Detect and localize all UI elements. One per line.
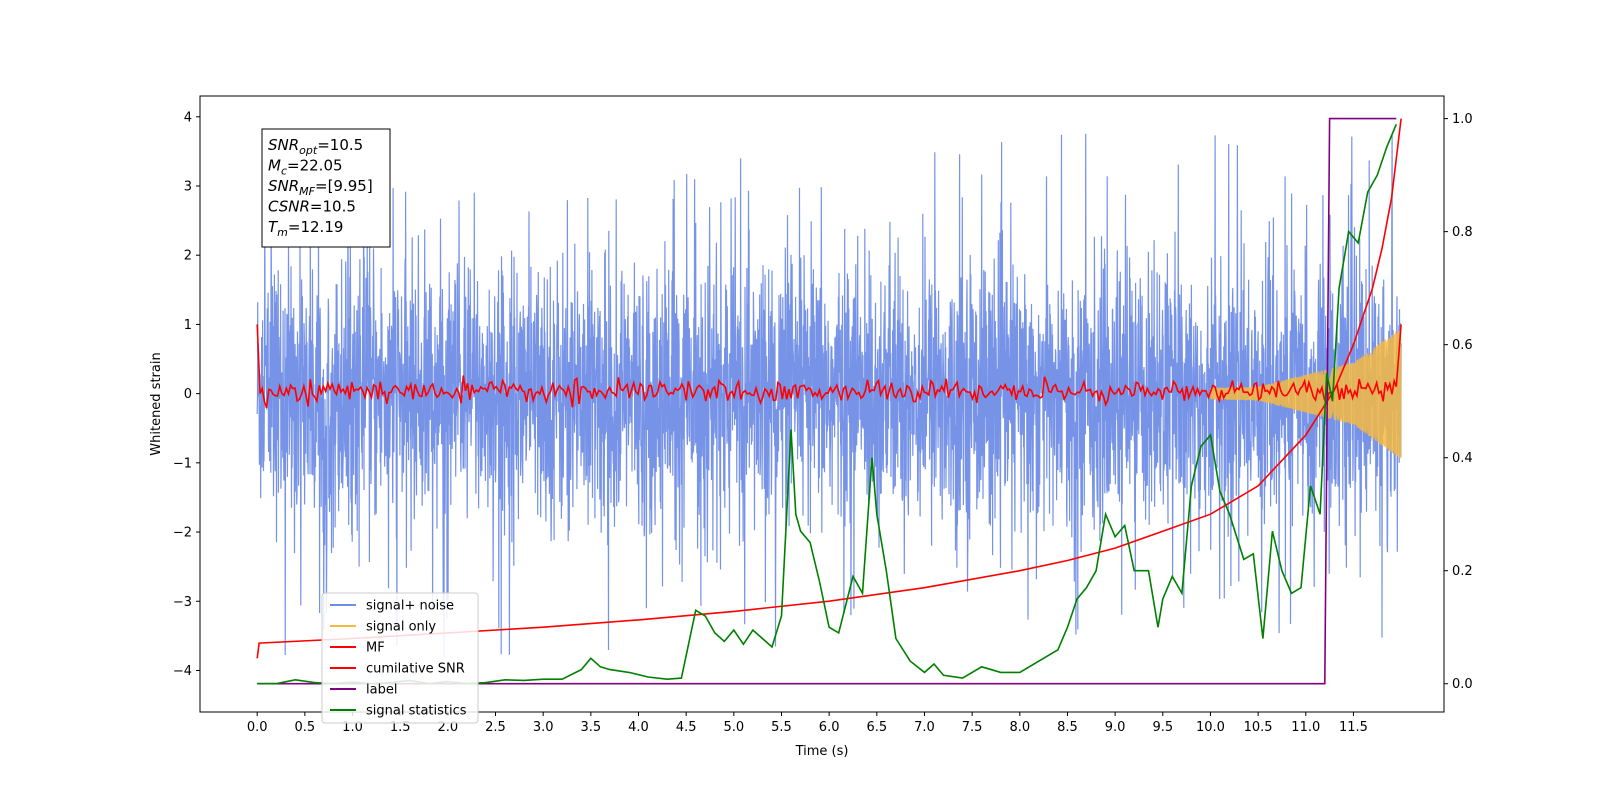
annotation-line: SNRopt=10.5: [268, 136, 363, 157]
y-axis-label: Whitened strain: [149, 352, 164, 455]
legend-frame: [321, 592, 479, 724]
y2-tick-label: 1.0: [1452, 112, 1473, 127]
y2-tick-label: 0.0: [1452, 677, 1473, 692]
y2-tick-label: 0.4: [1452, 451, 1473, 466]
series-mf-line: [256, 324, 1402, 409]
y2-tick-label: 0.2: [1452, 564, 1473, 579]
series-signal-only-line: [1210, 328, 1402, 459]
x-tick-label: 1.0: [342, 720, 363, 735]
x-tick-label: 10.5: [1244, 720, 1273, 735]
series-signal-statistics-line: [257, 123, 1398, 685]
annotation-frame: [261, 128, 391, 248]
y-tick-label: −3: [173, 595, 192, 610]
series-layer: [256, 117, 1402, 685]
annotation-line: CSNR=10.5: [268, 198, 356, 216]
x-tick-label: 5.0: [723, 720, 744, 735]
annotation-box: SNRopt=10.5Mc=22.05SNRMF=[9.95]CSNR=10.5…: [261, 128, 391, 248]
axes-layer: 0.0 0.5 1.0 1.5 2.0 2.5 3.0 3.5 4.0 4.5 5.0 5.5 6.0 6…: [173, 110, 1473, 735]
x-tick-label: 9.5: [1152, 720, 1173, 735]
x-tick-label: 6.0: [819, 720, 840, 735]
y-tick-label: 4: [184, 110, 192, 125]
x-tick-label: 5.5: [771, 720, 792, 735]
x-tick-label: 11.0: [1291, 720, 1320, 735]
legend-item-label: signal+ noise: [366, 599, 454, 614]
y-tick-label: −1: [173, 456, 192, 471]
series-cumilative-snr-line: [256, 118, 1402, 659]
x-tick-label: 2.5: [485, 720, 506, 735]
x-tick-label: 8.5: [1057, 720, 1078, 735]
x-axis-label: Time (s): [795, 744, 849, 759]
y2-tick-label: 0.8: [1452, 225, 1473, 240]
x-tick-label: 9.0: [1105, 720, 1126, 735]
series-label-line: [257, 117, 1397, 685]
legend-item-label: cumilative SNR: [366, 662, 465, 677]
x-tick-label: 4.5: [676, 720, 697, 735]
y2-tick-label: 0.6: [1452, 338, 1473, 353]
legend-item-label: signal only: [366, 620, 436, 635]
y-tick-label: −2: [173, 526, 192, 541]
x-tick-label: 8.0: [1009, 720, 1030, 735]
annotation-line: Mc=22.05: [268, 157, 343, 178]
x-tick-label: 1.5: [390, 720, 411, 735]
x-tick-label: 11.5: [1339, 720, 1368, 735]
y-tick-label: −4: [173, 664, 192, 679]
x-tick-label: 4.0: [628, 720, 649, 735]
x-tick-label: 3.0: [533, 720, 554, 735]
legend-item-label: label: [366, 683, 397, 698]
series-signal-noise-line: [256, 133, 1402, 659]
x-tick-label: 10.0: [1196, 720, 1225, 735]
x-tick-label: 7.0: [914, 720, 935, 735]
y-tick-label: 3: [184, 179, 192, 194]
y-tick-label: 2: [184, 249, 192, 264]
x-tick-label: 7.5: [962, 720, 983, 735]
annotation-line: Tm=12.19: [268, 218, 343, 239]
x-tick-label: 6.5: [866, 720, 887, 735]
x-tick-label: 0.5: [295, 720, 316, 735]
legend: signal+ noise signal only MF cumilative SNR…: [321, 592, 479, 724]
x-tick-label: 0.0: [247, 720, 268, 735]
legend-item-label: signal statistics: [366, 704, 467, 719]
x-tick-label: 2.0: [438, 720, 459, 735]
annotation-line: SNRMF=[9.95]: [268, 177, 373, 198]
y-tick-label: 1: [184, 318, 192, 333]
y-tick-label: 0: [184, 387, 192, 402]
legend-item-label: MF: [366, 641, 385, 656]
x-tick-label: 3.5: [580, 720, 601, 735]
